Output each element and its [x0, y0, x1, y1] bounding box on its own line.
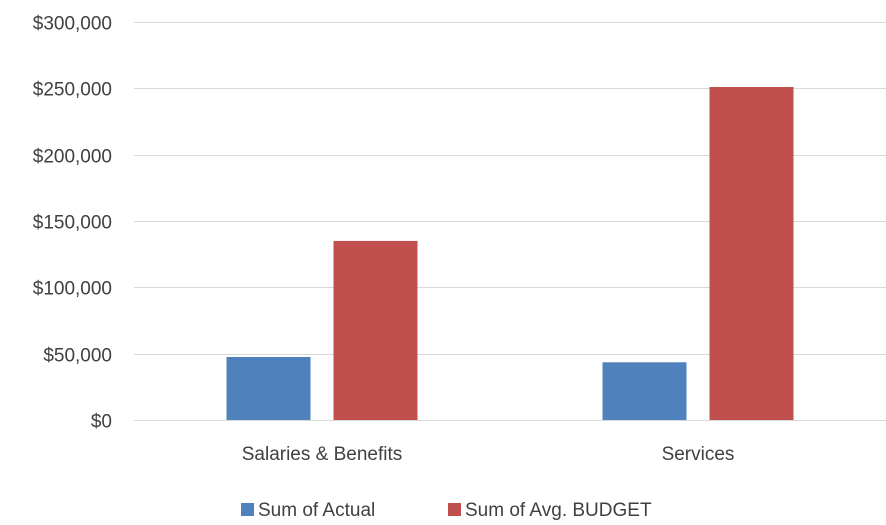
bar-actual [226, 356, 311, 420]
legend-item-budget: Sum of Avg. BUDGET [448, 500, 652, 521]
y-tick-label: $100,000 [33, 279, 112, 300]
legend: Sum of Actual Sum of Avg. BUDGET [241, 500, 652, 521]
bar-budget [333, 240, 418, 420]
y-tick-label: $200,000 [33, 147, 112, 168]
legend-label: Sum of Avg. BUDGET [465, 500, 652, 521]
bar-actual [602, 362, 687, 420]
bars [226, 87, 794, 421]
y-tick-label: $300,000 [33, 14, 112, 35]
y-tick-label: $0 [91, 412, 112, 433]
y-axis-tick-labels: $0 $50,000 $100,000 $150,000 $200,000 $250,00… [33, 14, 112, 433]
y-tick-label: $50,000 [43, 346, 112, 367]
legend-swatch [448, 503, 461, 516]
y-tick-label: $250,000 [33, 80, 112, 101]
legend-item-actual: Sum of Actual [241, 500, 375, 521]
gridlines [134, 22, 886, 421]
x-category-label: Services [662, 444, 735, 465]
x-axis-category-labels: Salaries & Benefits Services [242, 444, 735, 465]
y-tick-label: $150,000 [33, 213, 112, 234]
x-category-label: Salaries & Benefits [242, 444, 403, 465]
legend-label: Sum of Actual [258, 500, 375, 521]
legend-swatch [241, 503, 254, 516]
bar-budget [709, 87, 794, 421]
